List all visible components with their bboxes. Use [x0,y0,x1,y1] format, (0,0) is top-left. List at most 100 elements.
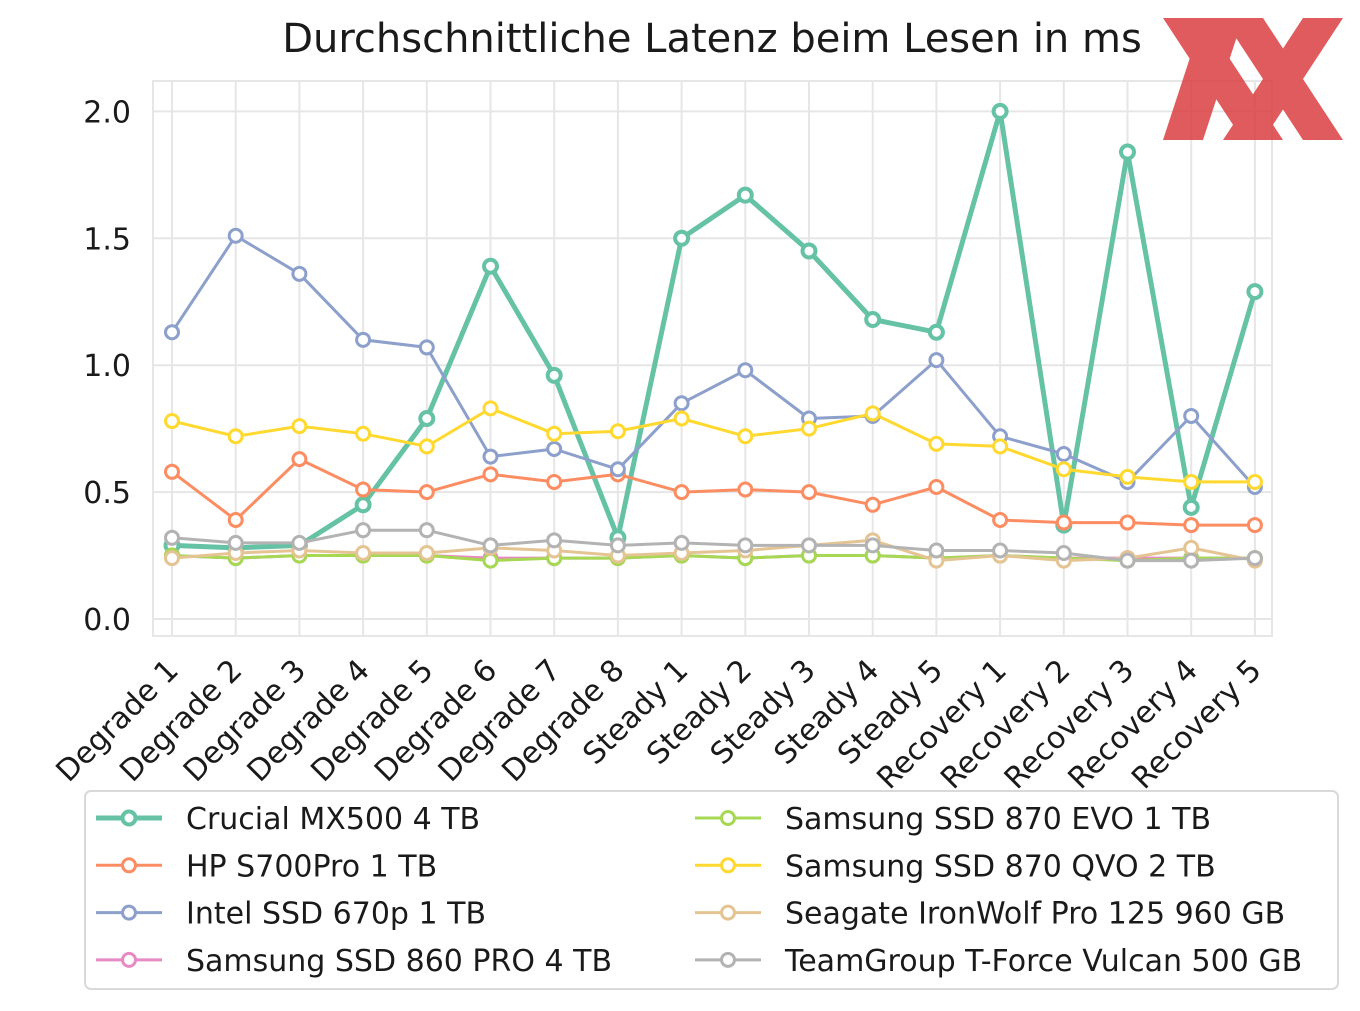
plot-area [152,80,1273,637]
data-point [1183,539,1200,556]
data-point [864,537,881,554]
watermark-logo [1163,18,1343,140]
data-point [418,522,435,539]
data-point [1182,498,1200,516]
series-teamgroup-t-force-vulcan-500-gb [164,522,1263,569]
legend-swatch-marker [720,904,736,921]
data-point [482,400,499,417]
x-gridlines [171,81,1256,636]
y-tick-label: 1.5 [83,222,131,257]
data-point [227,227,244,244]
series-line [171,108,1258,551]
data-point [291,265,308,282]
legend-swatch-marker [720,810,736,826]
data-point [418,545,435,562]
data-point [609,461,626,478]
data-point [992,512,1009,529]
legend-label: Intel SSD 670p 1 TB [186,897,486,932]
data-point [992,438,1009,455]
data-point [546,440,563,457]
data-point [928,435,945,452]
legend-item-teamgroup-t-force-vulcan-500-gb: TeamGroup T-Force Vulcan 500 GB [695,944,1302,979]
data-point [227,512,244,529]
data-point [737,481,754,498]
data-point [227,534,244,551]
data-point [291,534,308,551]
data-point [737,428,754,445]
legend-label: TeamGroup T-Force Vulcan 500 GB [784,944,1302,979]
data-point [737,537,754,554]
legend-swatch-marker [120,809,138,827]
legend: Crucial MX500 4 TB HP S700Pro 1 TB Intel S… [84,790,1339,990]
y-tick-label: 1.0 [83,349,131,384]
data-point [801,484,817,501]
logo-stroke-4 [1223,18,1343,140]
data-point [1246,283,1264,301]
data-point [354,496,372,514]
legend-swatch-marker [720,951,736,968]
data-point [355,545,372,562]
y-tick-label: 0.5 [83,476,131,511]
legend-swatch-marker [121,904,137,921]
data-point [164,463,180,480]
series-line [170,234,1257,489]
data-point [864,496,881,513]
legend-item-samsung-ssd-870-qvo-2-tb: Samsung SSD 870 QVO 2 TB [695,849,1216,884]
data-point [355,331,372,348]
series-line [171,406,1255,484]
y-axis: 0.0 0.5 1.0 1.5 2.0 [83,95,131,638]
legend-swatch-marker [121,951,137,968]
data-point [164,550,180,567]
data-point [291,451,308,468]
legend-swatch-marker [121,857,137,874]
data-point [1055,545,1072,562]
data-point [418,484,435,501]
data-point [355,425,372,442]
legend-box [84,790,1339,990]
legend-label: HP S700Pro 1 TB [186,849,437,884]
data-point [1183,517,1200,534]
logo-stroke-2 [1163,18,1243,140]
series-intel-ssd-670p-1-tb [164,227,1263,496]
legend-label: Crucial MX500 4 TB [186,802,480,837]
data-point [482,552,499,569]
legend-item-seagate-ironwolf-pro-125-960-gb: Seagate IronWolf Pro 125 960 GB [695,897,1285,932]
legend-label: Samsung SSD 870 EVO 1 TB [785,802,1211,837]
legend-label: Samsung SSD 870 QVO 2 TB [785,849,1216,884]
series-samsung-ssd-870-qvo-2-tb [164,400,1263,490]
data-point [928,542,945,559]
data-point [1119,468,1136,485]
data-point [355,481,372,498]
series-layer [163,102,1264,569]
data-point [673,534,690,551]
y-gridlines [153,110,1272,620]
data-point [928,479,945,496]
data-point [291,418,308,435]
data-point [928,352,945,369]
legend-item-intel-ssd-670p-1-tb: Intel SSD 670p 1 TB [96,897,486,932]
data-point [164,324,180,341]
data-point [482,537,499,554]
series-hp-s700pro-1-tb [164,451,1263,534]
data-point [1183,473,1200,490]
series-line [171,538,1256,563]
data-point [482,448,499,465]
data-point [418,438,435,455]
data-point [864,311,882,329]
data-point [164,529,180,546]
data-point [1119,552,1136,569]
legend-item-samsung-ssd-870-evo-1-tb: Samsung SSD 870 EVO 1 TB [695,802,1211,837]
data-point [609,537,626,554]
legend-swatch-marker [720,857,736,874]
plot-border [152,80,1273,637]
data-point [673,229,691,247]
series-line [171,457,1255,527]
legend-item-samsung-ssd-860-pro-4-tb: Samsung SSD 860 PRO 4 TB [96,944,612,979]
data-point [1055,446,1072,463]
data-point [418,339,435,356]
data-point [1183,552,1200,569]
data-point [164,413,180,430]
data-point [864,405,881,422]
data-point [418,409,436,427]
